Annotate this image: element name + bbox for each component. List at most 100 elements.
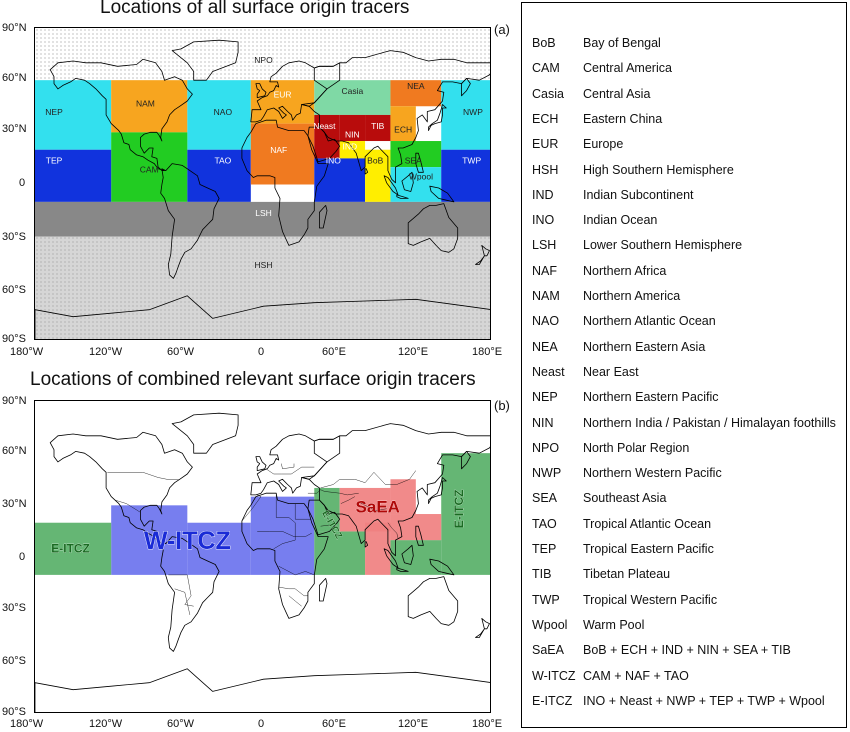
legend-abbr: TIB (532, 567, 552, 582)
coastline-antarctica (35, 295, 490, 339)
map-a-svg: NPO NEP NAM NAO EUR Casia NEA NWP CAM TEP TAO NAF Ne… (35, 28, 490, 339)
legend-abbr: ECH (532, 111, 559, 126)
coastline-java (396, 567, 409, 572)
region-label-neast: Neast (313, 121, 336, 131)
region-nam (111, 80, 188, 133)
legend-abbr: NWP (532, 466, 562, 481)
combined-region-saea-9 (365, 522, 391, 575)
e-itcz-right-label: E-ITCZ (452, 489, 466, 528)
combined-region-e-itcz-7 (390, 540, 442, 575)
country-border-18 (387, 522, 399, 539)
country-border-6 (295, 503, 311, 520)
coastline-britain (255, 83, 267, 98)
region-ind (339, 141, 366, 159)
region-label-lsh: LSH (255, 208, 272, 218)
region-label-nam: NAM (136, 98, 155, 108)
lat-tick-b-90s: 90°S (2, 706, 26, 718)
coastline-greenland (171, 412, 239, 454)
panel-b-title: Locations of combined relevant surface o… (30, 369, 476, 390)
legend-row-ind: IND Indian Subcontinent (522, 188, 846, 212)
coastline-europe (250, 433, 341, 496)
lat-tick-a-90s: 90°S (2, 333, 26, 345)
lon-tick-b-180e: 180°E (472, 718, 503, 730)
region-label-tib: TIB (371, 121, 385, 131)
lat-tick-b-0: 0 (19, 551, 26, 563)
combined-region-saea-10 (390, 479, 416, 515)
legend-abbr: Wpool (532, 617, 568, 632)
coastline-arabia (307, 499, 341, 536)
legend-name: Tropical Atlantic Ocean (583, 516, 712, 531)
region-label-eur: EUR (274, 90, 292, 100)
legend-row-wpool: Wpool Warm Pool (522, 618, 846, 642)
legend-row-npo: NPO North Polar Region (522, 441, 846, 465)
legend-name: CAM + NAF + TAO (583, 668, 689, 683)
coastline-australia (407, 576, 459, 626)
lon-tick-b-120e: 120°E (398, 718, 429, 730)
region-ech (390, 106, 416, 142)
legend-name: Tropical Eastern Pacific (583, 542, 714, 556)
combined-region-w-itcz-2 (250, 496, 315, 575)
panel-a-label: (a) (494, 22, 510, 37)
npo-stipple (35, 28, 490, 81)
legend-row-cam: CAM Central America (522, 61, 846, 85)
legend-name: North Polar Region (583, 440, 690, 455)
legend-name: High Southern Hemisphere (583, 162, 734, 177)
region-label-nin: NIN (345, 130, 360, 140)
map-panel-a: NPO NEP NAM NAO EUR Casia NEA NWP CAM TEP TAO NAF Ne… (34, 27, 491, 340)
legend-row-bob: BoB Bay of Bengal (522, 36, 846, 60)
coastline-africa (241, 492, 329, 619)
lon-tick-b-120w: 120°W (89, 718, 123, 730)
coastline-kamchatka (461, 78, 471, 97)
legend-name: Northern Atlantic Ocean (583, 314, 716, 329)
region-label-sea: SEA (405, 156, 422, 166)
region-cam (111, 132, 188, 202)
region-casia (314, 80, 391, 115)
coastline-borneo (401, 171, 414, 192)
legend-row-nea: NEA Northern Eastern Asia (522, 340, 846, 364)
lat-tick-a-60s: 60°S (2, 284, 26, 296)
lat-tick-b-30s: 30°S (2, 602, 26, 614)
legend-abbr: NAF (532, 263, 557, 278)
country-border-17 (373, 470, 416, 485)
coastline-japan (428, 104, 447, 131)
legend-name: Lower Southern Hemisphere (583, 238, 743, 253)
region-label-ind: IND (343, 142, 358, 152)
legend-abbr: HSH (532, 162, 559, 177)
legend-name: Europe (583, 137, 624, 152)
coastline-madagascar (319, 578, 328, 602)
country-border-14 (320, 472, 375, 489)
coastline-asia (301, 423, 490, 557)
coastline-srilanka (364, 541, 368, 548)
country-border-16 (358, 501, 387, 511)
region-ino (314, 158, 366, 202)
region-label-casia: Casia (341, 86, 363, 96)
region-label-hsh: HSH (255, 260, 273, 270)
legend-abbr: LSH (532, 238, 557, 253)
lon-tick-b-60w: 60°W (167, 718, 195, 730)
coastline-antarctica (35, 668, 490, 712)
legend-name: Indian Ocean (583, 213, 658, 228)
combined-region-w-itcz-0 (111, 505, 188, 575)
legend-abbr: IND (532, 187, 554, 202)
legend-row-casia: Casia Central Asia (522, 87, 846, 111)
coastline-north-america (49, 431, 193, 544)
legend-abbr: NAO (532, 314, 560, 329)
lon-tick-b-0: 0 (258, 718, 265, 730)
saea-label: SaEA (356, 497, 400, 516)
legend-name: INO + Neast + NWP + TEP + TWP + Wpool (583, 693, 825, 708)
lon-tick-a-0: 0 (258, 346, 265, 358)
region-bob (365, 149, 391, 202)
legend-row-tib: TIB Tibetan Plateau (522, 567, 846, 591)
legend-name: Northern Western Pacific (583, 466, 722, 481)
lon-tick-a-120w: 120°W (89, 346, 123, 358)
region-wpool (390, 167, 442, 202)
coastline-java (396, 194, 409, 199)
legend-name: Central Asia (583, 86, 651, 101)
region-label-nep: NEP (45, 107, 63, 117)
lon-tick-a-60w: 60°W (167, 346, 195, 358)
legend-abbr: TEP (532, 542, 557, 556)
lat-tick-b-90n: 90°N (2, 395, 27, 407)
legend-row-nep: NEP Northern Eastern Pacific (522, 390, 846, 414)
region-nao (187, 80, 251, 150)
legend-abbr: NAM (532, 289, 560, 303)
